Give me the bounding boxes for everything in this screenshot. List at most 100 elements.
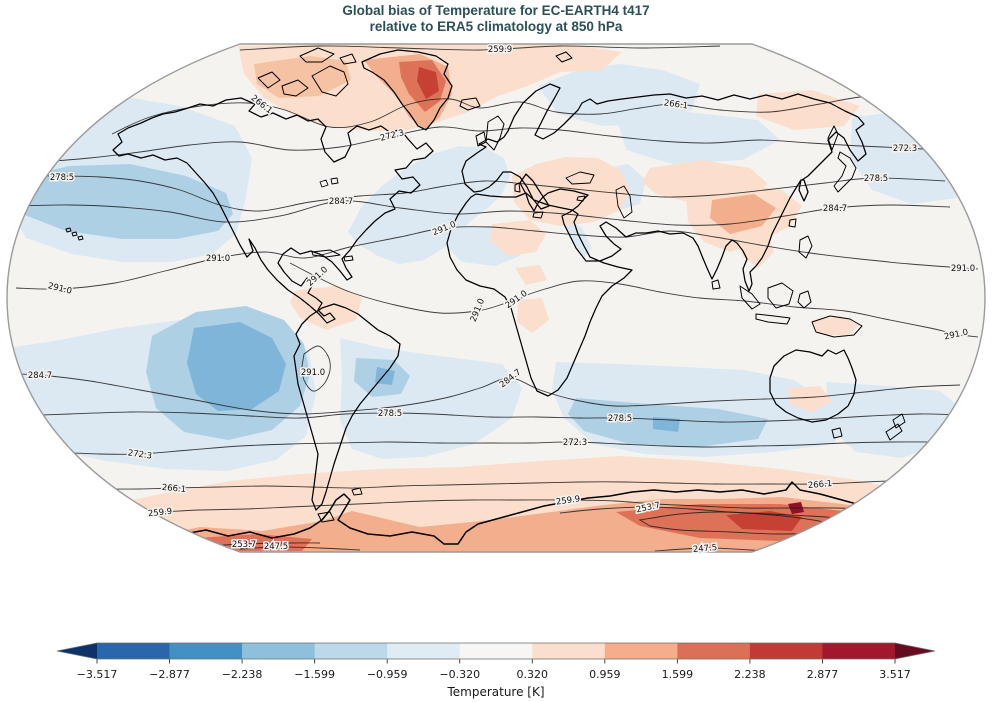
fill-southeast-pacific-deep-cold bbox=[187, 322, 286, 411]
contour-label: 284.7 bbox=[28, 371, 52, 381]
contour-259-9-north bbox=[239, 45, 721, 51]
colorbar-tick-labels: −3.517 −2.877 −2.238 −1.599 −0.959 −0.320 0.32… bbox=[77, 668, 911, 681]
coastline-canadian-arctic-islands bbox=[257, 47, 357, 97]
contour-label: 278.5 bbox=[608, 414, 632, 424]
map-projection-outline bbox=[6, 43, 986, 553]
contour-label: 278.5 bbox=[864, 174, 888, 184]
contour-label: 259.9 bbox=[147, 507, 172, 519]
colorbar: −3.517 −2.877 −2.238 −1.599 −0.959 −0.320 0.32… bbox=[56, 642, 936, 699]
coastline-small-islands bbox=[65, 227, 363, 523]
colorbar-ticks bbox=[96, 659, 896, 664]
contour-label: 272.3 bbox=[563, 438, 587, 448]
colorbar-tick-label: 2.877 bbox=[807, 668, 839, 681]
colorbar-segment bbox=[242, 643, 315, 659]
contour-291-0-north bbox=[15, 226, 979, 290]
fill-greenland-deep-warm bbox=[417, 67, 439, 99]
coastline-africa bbox=[446, 192, 633, 397]
coastline-caribbean-islands bbox=[311, 249, 354, 262]
colorbar-segment bbox=[677, 643, 751, 659]
fill-congo-warm bbox=[515, 265, 547, 285]
colorbar-segment bbox=[749, 643, 823, 659]
lake-black-sea bbox=[565, 171, 595, 185]
colorbar-segment bbox=[169, 643, 243, 659]
contour-291-0-equatorial bbox=[289, 262, 979, 338]
contour-291-0-chile-loop bbox=[301, 345, 331, 392]
contour-247-5-west bbox=[239, 546, 361, 551]
contour-label: 284.7 bbox=[823, 204, 847, 214]
contour-label: 291.0 bbox=[301, 368, 325, 378]
colorbar-segment bbox=[532, 643, 606, 659]
colorbar-tick-label: 3.517 bbox=[879, 668, 911, 681]
fill-sahel-warm bbox=[490, 220, 546, 256]
contour-label: 259.9 bbox=[488, 45, 512, 55]
coastline-east-asia-islands bbox=[711, 125, 857, 290]
fill-canadian-archipelago-warm bbox=[254, 56, 351, 98]
contour-label: 266.1 bbox=[808, 479, 833, 491]
contour-label: 247.5 bbox=[693, 543, 718, 555]
fill-norwegian-barents-cold bbox=[538, 64, 700, 126]
bias-fill-regions bbox=[8, 44, 982, 552]
coastline-greenland bbox=[361, 49, 453, 131]
colorbar-tick-label: −2.238 bbox=[222, 668, 263, 681]
colorbar-segment bbox=[459, 643, 533, 659]
contour-label: 291.0 bbox=[951, 264, 975, 274]
contour-label: 278.5 bbox=[50, 173, 74, 183]
contour-label: 291.0 bbox=[206, 254, 230, 264]
colorbar-tick-label: −2.877 bbox=[149, 668, 190, 681]
colorbar-under-arrow bbox=[57, 643, 97, 659]
fill-east-antarctica-deep-warm-b bbox=[843, 514, 877, 530]
contour-272-3-south bbox=[54, 441, 936, 455]
contour-label: 247.5 bbox=[264, 542, 288, 552]
coastline-antarctica bbox=[117, 481, 949, 545]
fill-siberia-cold bbox=[618, 112, 780, 164]
contour-278-5-south bbox=[13, 411, 963, 423]
colorbar-axis-label: Temperature [K] bbox=[446, 685, 544, 699]
world-map: 259.9 266.1 266.1 272.3 272.3 278.5 278.5 284.7… bbox=[6, 43, 986, 557]
figure-subtitle: relative to ERA5 climatology at 850 hPa bbox=[369, 19, 623, 35]
colorbar-tick-label: 0.320 bbox=[517, 668, 549, 681]
coastline-north-america bbox=[112, 97, 434, 324]
colorbar-tick-label: 0.959 bbox=[589, 668, 621, 681]
coastline-british-isles bbox=[475, 115, 505, 151]
coastline-iceland-svalbard bbox=[459, 51, 573, 111]
contour-284-7-north bbox=[15, 200, 951, 226]
fill-angola-warm bbox=[517, 298, 549, 333]
colorbar-segment bbox=[604, 643, 678, 659]
contour-label: 266.1 bbox=[663, 98, 688, 111]
fill-indochina-warm bbox=[742, 230, 774, 268]
coastline-south-america bbox=[293, 303, 401, 511]
colorbar-tick-label: −0.320 bbox=[439, 668, 480, 681]
figure-title: Global bias of Temperature for EC-EARTH4… bbox=[342, 3, 650, 18]
contour-label: 266.1 bbox=[161, 483, 186, 495]
colorbar-tick-label: −1.599 bbox=[294, 668, 335, 681]
fill-south-indian-deep-cold bbox=[653, 417, 680, 432]
fill-alaska-cold bbox=[150, 116, 208, 160]
colorbar-segment bbox=[314, 643, 388, 659]
lakes-great-lakes bbox=[319, 177, 339, 188]
colorbar-segment bbox=[822, 643, 896, 659]
contour-284-7-south bbox=[13, 373, 961, 415]
contour-272-3-north bbox=[39, 126, 956, 163]
colorbar-tick-label: 2.238 bbox=[734, 668, 766, 681]
contour-259-9-south bbox=[127, 499, 916, 515]
coastline-mediterranean-islands bbox=[514, 182, 586, 219]
isotherm-contour-lines bbox=[13, 45, 979, 552]
coastline-australia bbox=[769, 349, 857, 423]
title-block: Global bias of Temperature for EC-EARTH4… bbox=[0, 3, 992, 36]
contour-label: 253.7 bbox=[232, 540, 256, 550]
fill-amazon-warm bbox=[290, 286, 362, 330]
fill-australia-warm bbox=[788, 386, 832, 412]
fill-newguinea-warm bbox=[812, 316, 860, 336]
contour-label: 278.5 bbox=[378, 409, 402, 419]
colorbar-tick-label: −3.517 bbox=[77, 668, 118, 681]
fill-antarctica-extreme-warm-b bbox=[878, 511, 891, 523]
contour-266-1-south bbox=[107, 478, 946, 490]
fill-north-pacific-core bbox=[15, 164, 233, 239]
coastlines bbox=[65, 47, 949, 545]
colorbar-tick-label: −0.959 bbox=[367, 668, 408, 681]
colorbar-outline bbox=[56, 642, 936, 660]
fill-east-siberia-warm bbox=[756, 90, 860, 130]
colorbar-segment bbox=[97, 643, 170, 659]
coastline-indonesia bbox=[739, 282, 863, 338]
